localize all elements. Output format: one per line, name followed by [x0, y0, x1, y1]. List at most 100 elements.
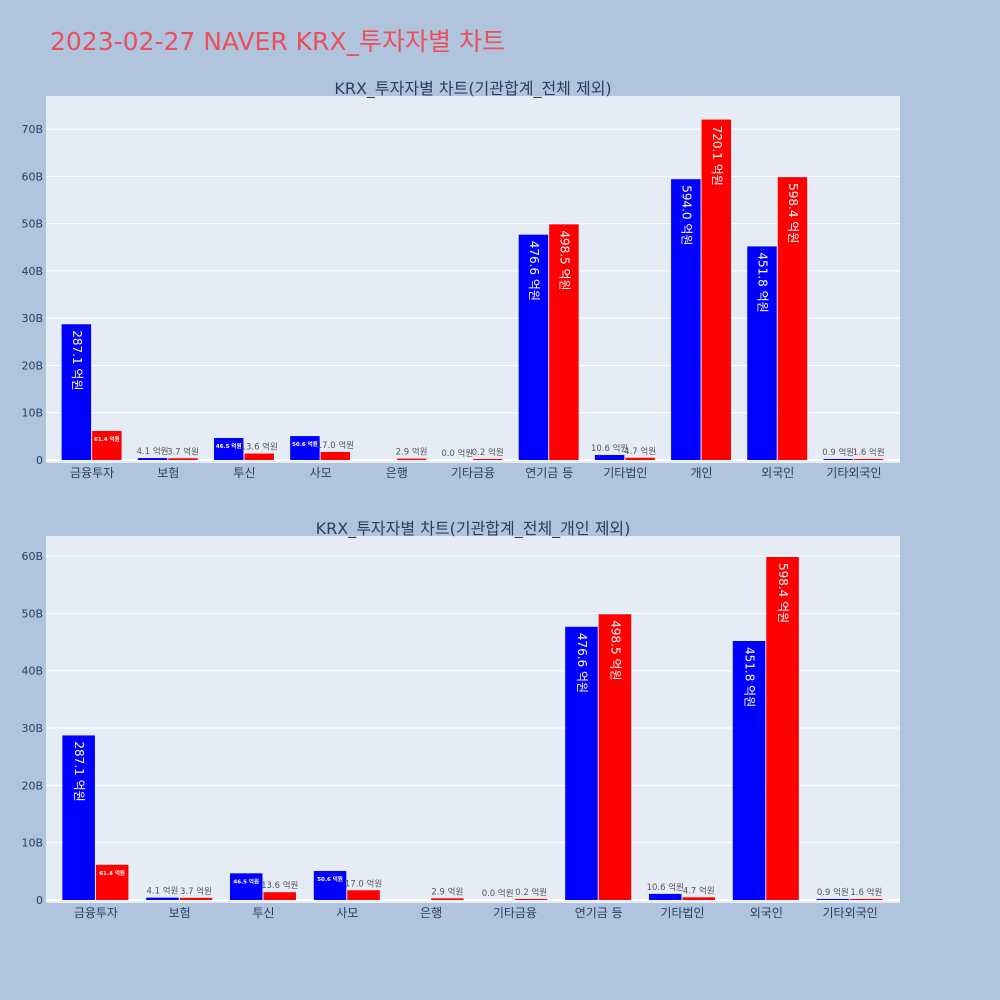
x-tick-label: 보험 — [169, 906, 191, 920]
bar — [747, 246, 777, 460]
y-tick-label: 20B — [21, 359, 43, 372]
data-label: 287.1 억원 — [70, 330, 84, 390]
y-tick-label: 70B — [21, 123, 43, 136]
data-label: 46.5 억원 — [216, 442, 242, 450]
bar — [137, 458, 168, 460]
data-label: 598.4 억원 — [786, 183, 800, 243]
x-tick-label: 연기금 등 — [525, 466, 573, 480]
data-label: 46.5 억원 — [233, 877, 259, 885]
bar — [850, 899, 883, 900]
data-label: 17.0 억원 — [317, 440, 354, 451]
bar — [431, 898, 464, 900]
y-tick-label: 60B — [21, 170, 43, 183]
x-tick-label: 은행 — [386, 465, 408, 480]
x-tick-label: 기타금융 — [493, 906, 537, 920]
data-label: 594.0 억원 — [679, 185, 693, 245]
bar — [146, 897, 179, 900]
x-tick-label: 기타금융 — [451, 466, 495, 480]
bar — [701, 119, 732, 461]
bar — [732, 641, 766, 900]
y-tick-label: 20B — [21, 779, 43, 792]
x-tick-label: 사모 — [310, 466, 332, 480]
data-label: 50.6 억원 — [317, 875, 343, 883]
x-tick-label: 외국인 — [750, 906, 783, 920]
bar — [61, 324, 92, 460]
bar — [518, 234, 549, 460]
data-label: 13.6 억원 — [261, 880, 298, 891]
data-label: 4.7 억원 — [683, 885, 715, 896]
bar — [320, 451, 351, 460]
data-label: 598.4 억원 — [776, 563, 790, 623]
data-label: 0.9 억원 — [822, 447, 854, 458]
bar — [290, 436, 320, 460]
bar — [823, 459, 853, 460]
bar — [682, 897, 716, 900]
x-tick-label: 투신 — [233, 466, 255, 480]
x-tick-label: 기타법인 — [603, 466, 647, 480]
bar — [594, 454, 625, 460]
chart-1: 0 10B 20B 30B 40B 50B 60B 70B KRX_투자자별 차트(기관합계_전… — [21, 79, 900, 480]
data-label: 498.5 억원 — [557, 230, 571, 290]
data-label: 17.0 억원 — [345, 878, 382, 889]
data-label: 0.9 억원 — [817, 887, 849, 898]
data-label: 3.7 억원 — [180, 886, 212, 897]
bar — [777, 177, 808, 460]
data-label: 498.5 억원 — [608, 620, 622, 680]
data-label: 720.1 억원 — [710, 126, 724, 186]
data-label: 451.8 억원 — [755, 252, 769, 312]
data-label: 476.6 억원 — [527, 241, 541, 301]
data-label: 4.1 억원 — [137, 446, 169, 457]
x-tick-label: 사모 — [336, 906, 358, 920]
y-tick-label: 40B — [21, 665, 43, 678]
bar — [514, 899, 548, 900]
data-label: 0.2 억원 — [472, 447, 504, 458]
data-label: 4.7 억원 — [624, 446, 656, 457]
y-tick-label: 30B — [21, 312, 43, 325]
data-label: 2.9 억원 — [396, 447, 428, 458]
y-tick-label: 10B — [21, 407, 43, 420]
x-tick-label: 투신 — [252, 906, 274, 920]
bar — [179, 897, 213, 900]
bar — [92, 430, 122, 460]
bar — [565, 626, 598, 900]
bar — [648, 893, 682, 900]
y-tick-label: 30B — [21, 722, 43, 735]
bar — [816, 899, 850, 900]
chart-title: KRX_투자자별 차트(기관합계_전체 제외) — [334, 79, 611, 99]
bar — [62, 735, 95, 900]
y-tick-label: 10B — [21, 837, 43, 850]
bar — [213, 438, 244, 460]
y-tick-label: 50B — [21, 607, 43, 620]
data-label: 4.1 억원 — [147, 886, 179, 897]
y-tick-label: 0 — [36, 454, 43, 467]
data-label: 451.8 억원 — [743, 647, 757, 707]
bar — [598, 614, 632, 900]
data-label: 10.6 억원 — [647, 882, 684, 893]
x-tick-label: 금융투자 — [74, 906, 118, 920]
bar — [549, 224, 579, 460]
bar — [244, 453, 274, 460]
x-tick-label: 보험 — [157, 466, 179, 480]
x-tick-label: 연기금 등 — [575, 906, 623, 920]
data-label: 61.4 억원 — [94, 435, 120, 443]
chart-title: KRX_투자자별 차트(기관합계_전체_개인 제외) — [316, 519, 631, 539]
y-tick-label: 0 — [36, 894, 43, 907]
data-label: 2.9 억원 — [431, 886, 463, 897]
data-label: 10.6 억원 — [591, 443, 628, 454]
bar — [263, 892, 297, 900]
x-tick-label: 기타외국인 — [822, 906, 877, 920]
data-label: 3.7 억원 — [167, 446, 199, 457]
bar — [95, 864, 129, 900]
y-tick-label: 50B — [21, 218, 43, 231]
page-title: 2023-02-27 NAVER KRX_투자자별 차트 — [50, 27, 505, 56]
x-tick-label: 개인 — [690, 466, 712, 480]
bar — [625, 457, 655, 460]
bar — [473, 459, 503, 460]
x-tick-label: 기타법인 — [660, 906, 704, 920]
data-label: 287.1 억원 — [72, 741, 86, 801]
data-label: 13.6 억원 — [241, 442, 278, 453]
bar — [313, 870, 347, 900]
bar — [766, 556, 799, 900]
bar — [168, 458, 198, 460]
